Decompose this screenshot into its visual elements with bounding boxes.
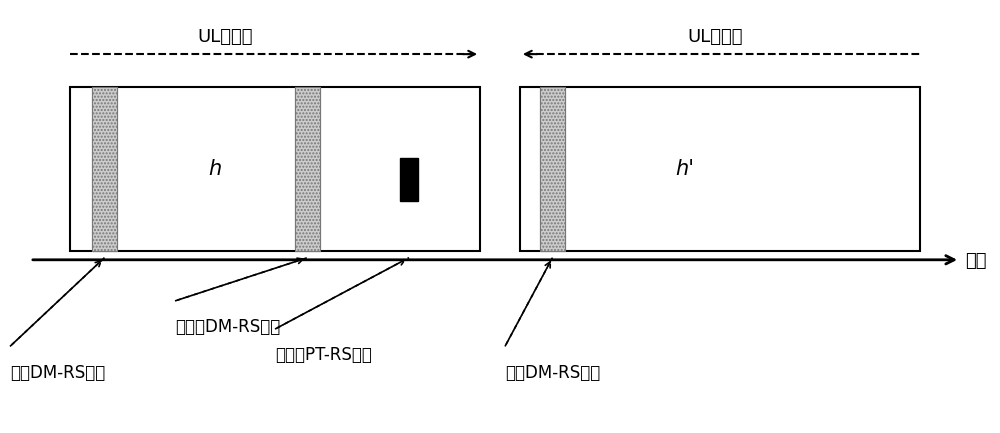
Text: 第一DM-RS符号: 第一DM-RS符号 xyxy=(505,364,600,382)
Bar xyxy=(520,87,920,251)
Text: h': h' xyxy=(676,159,694,179)
Bar xyxy=(540,87,565,251)
Text: 第一DM-RS符号: 第一DM-RS符号 xyxy=(10,364,105,382)
Text: h: h xyxy=(208,159,222,179)
Text: 最后的PT-RS符号: 最后的PT-RS符号 xyxy=(275,346,372,365)
Bar xyxy=(92,87,117,251)
Text: UL相干窗: UL相干窗 xyxy=(197,28,253,46)
Bar xyxy=(295,87,320,251)
Bar xyxy=(92,87,117,251)
Bar xyxy=(540,87,565,251)
Text: 额外的DM-RS符号: 额外的DM-RS符号 xyxy=(175,318,280,336)
Bar xyxy=(70,87,480,251)
Bar xyxy=(295,87,320,251)
Text: UL相干窗: UL相干窗 xyxy=(687,28,743,46)
Bar xyxy=(400,158,418,201)
Text: 时间: 时间 xyxy=(965,252,986,270)
